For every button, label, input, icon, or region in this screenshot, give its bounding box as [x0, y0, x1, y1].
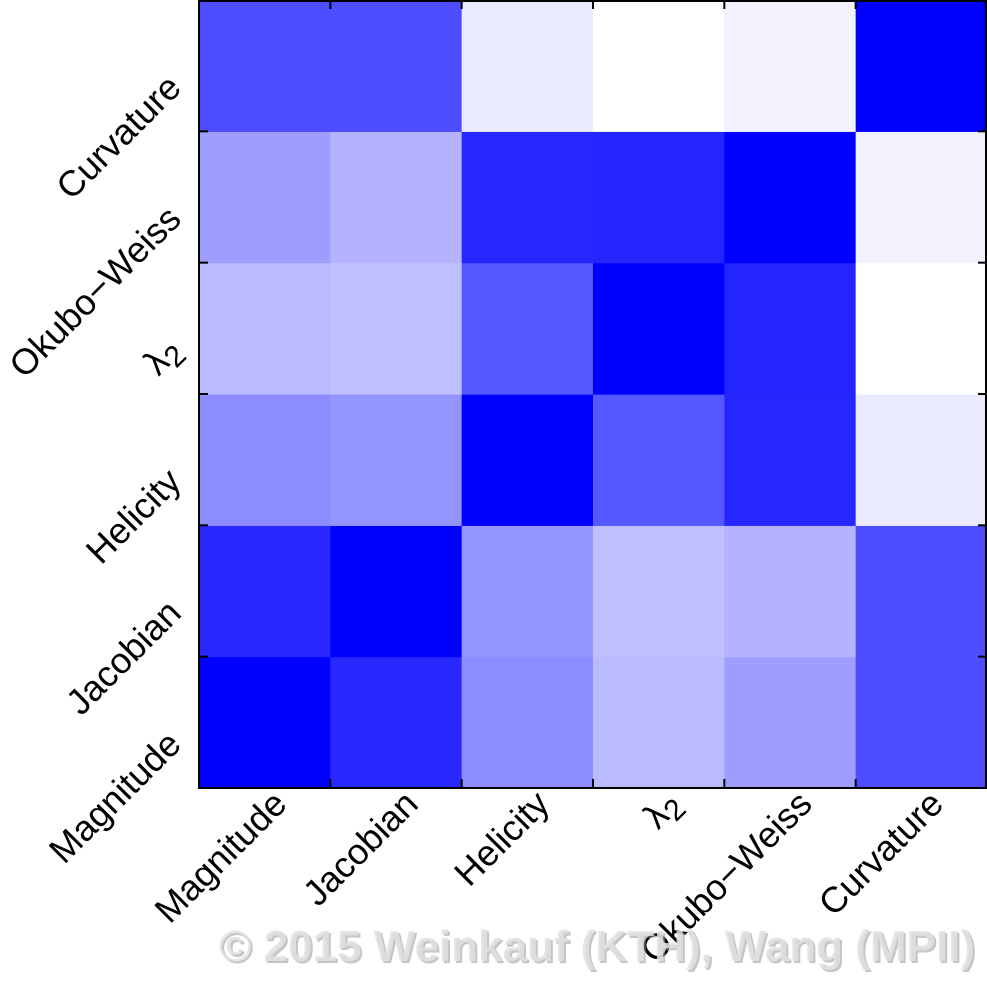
- heatmap-cell: [199, 525, 331, 658]
- heatmap-cell: [199, 0, 331, 132]
- heatmap-cell: [593, 0, 725, 132]
- tick-label: Magnitude: [146, 783, 294, 931]
- heatmap-cells: [199, 0, 987, 789]
- tick-label: Helicity: [78, 460, 189, 571]
- heatmap-cell: [593, 262, 725, 395]
- heatmap-cell: [330, 394, 463, 526]
- heatmap-cell: [461, 394, 594, 526]
- heatmap-cell: [724, 656, 857, 789]
- heatmap-cell: [593, 131, 725, 264]
- tick-label: λ2: [635, 783, 692, 840]
- tick-marks: [199, 0, 987, 788]
- tick-label: Magnitude: [41, 723, 189, 871]
- y-axis-labels: MagnitudeJacobianHelicityλ2Okubo−WeissCu…: [1, 66, 193, 871]
- heatmap-cell: [724, 394, 857, 526]
- heatmap-cell: [724, 131, 857, 264]
- heatmap-cell: [330, 525, 463, 658]
- tick-label: Jacobian: [58, 592, 189, 723]
- heatmap-cell: [593, 656, 725, 789]
- heatmap-cell: [855, 0, 987, 132]
- heatmap-cell: [855, 262, 987, 395]
- heatmap-cell: [199, 131, 331, 264]
- heatmap-cell: [855, 131, 987, 264]
- heatmap-cell: [330, 262, 463, 395]
- tick-label: Curvature: [48, 66, 189, 207]
- heatmap-cell: [593, 394, 725, 526]
- heatmap-cell: [330, 131, 463, 264]
- x-axis-labels: Magnitude Jacobian Helicity λ2Okubo−WeissCu…: [146, 783, 951, 971]
- heatmap-cell: [724, 0, 857, 132]
- heatmap-cell: [199, 394, 331, 526]
- heatmap-cell: [724, 262, 857, 395]
- heatmap-cell: [855, 525, 987, 658]
- heatmap-cell: [461, 131, 594, 264]
- tick-label: Curvature: [810, 783, 951, 924]
- heatmap-cell: [461, 656, 594, 789]
- tick-label: λ2: [135, 329, 192, 386]
- heatmap-cell: [855, 656, 987, 789]
- heatmap-cell: [724, 525, 857, 658]
- heatmap-cell: [461, 262, 594, 395]
- heatmap-cell: [461, 0, 594, 132]
- tick-label: Helicity: [446, 783, 557, 894]
- heatmap-cell: [199, 656, 331, 789]
- heatmap-cell: [330, 656, 463, 789]
- heatmap-cell: [330, 0, 463, 132]
- tick-label: Jacobian: [295, 783, 426, 914]
- heatmap-cell: [199, 262, 331, 395]
- heatmap-cell: [461, 525, 594, 658]
- heatmap-cell: [593, 525, 725, 658]
- heatmap-cell: [855, 394, 987, 526]
